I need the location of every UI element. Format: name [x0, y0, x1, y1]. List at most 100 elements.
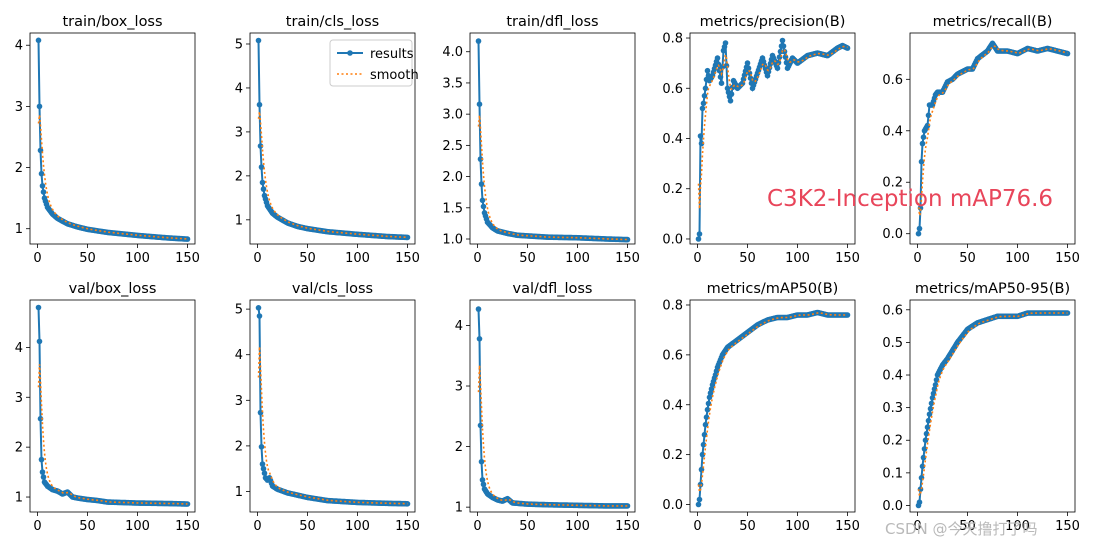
- subplot-title: train/dfl_loss: [506, 14, 598, 30]
- x-tick-label: 50: [959, 519, 976, 534]
- x-tick-label: 50: [299, 519, 316, 534]
- results-point: [704, 406, 711, 413]
- y-tick-label: 0.6: [882, 303, 903, 318]
- results-point: [476, 336, 483, 342]
- results-point: [696, 231, 703, 237]
- results-point: [925, 112, 932, 119]
- results-line: [697, 311, 848, 505]
- results-point: [37, 415, 44, 422]
- results-point: [926, 411, 933, 418]
- x-tick-label: 150: [615, 251, 640, 266]
- results-point: [923, 430, 930, 437]
- axes-frame: [29, 32, 196, 245]
- axes-frame: [909, 32, 1076, 245]
- results-point: [717, 74, 724, 80]
- results-point: [699, 105, 706, 112]
- x-tick-label: 150: [1055, 519, 1080, 534]
- results-point: [705, 400, 712, 407]
- y-tick-label: 0.0: [882, 227, 903, 242]
- results-point: [479, 197, 486, 204]
- results-point: [624, 236, 631, 243]
- axes-frame: [29, 299, 196, 513]
- y-tick-label: 0.0: [662, 232, 683, 247]
- x-tick-label: 0: [253, 519, 261, 534]
- results-point: [780, 43, 787, 49]
- x-tick-label: 150: [175, 519, 200, 534]
- x-tick-label: 150: [835, 519, 860, 534]
- subplot-6: val/box_loss 0 50 100 150 1 2 3 4: [15, 281, 200, 534]
- x-tick-label: 100: [125, 519, 150, 534]
- x-tick-label: 50: [79, 519, 96, 534]
- y-tick-label: 0.8: [662, 298, 683, 313]
- results-point: [701, 93, 708, 99]
- results-point: [477, 422, 484, 429]
- results-point: [921, 446, 928, 452]
- y-tick-label: 2: [15, 161, 23, 176]
- results-line: [477, 309, 628, 507]
- results-point: [259, 179, 266, 186]
- y-tick-label: 0.1: [882, 466, 903, 481]
- results-point: [714, 55, 721, 61]
- x-tick-label: 50: [519, 519, 536, 534]
- x-tick-label: 100: [345, 251, 370, 266]
- results-point: [915, 230, 922, 237]
- y-tick-label: 4.0: [442, 45, 463, 60]
- x-tick-label: 100: [345, 519, 370, 534]
- results-point: [919, 463, 926, 470]
- subplot-8: val/dfl_loss 0 50 100 150 1 2 3 4: [455, 281, 640, 534]
- y-tick-label: 4: [15, 341, 23, 356]
- y-tick-label: 0.4: [662, 398, 683, 413]
- y-tick-label: 2: [235, 439, 243, 454]
- results-point: [478, 181, 485, 187]
- legend-results-marker: [347, 50, 353, 56]
- smooth-line: [917, 45, 1068, 217]
- results-point: [919, 140, 926, 147]
- y-tick-label: 1: [235, 213, 243, 228]
- y-tick-label: 0.2: [662, 182, 683, 197]
- y-tick-label: 0.0: [882, 499, 903, 514]
- results-point: [745, 65, 752, 71]
- results-point: [723, 62, 730, 69]
- x-tick-label: 100: [565, 519, 590, 534]
- results-point: [36, 338, 43, 345]
- y-tick-label: 0.4: [882, 369, 903, 384]
- smooth-line: [37, 114, 188, 240]
- model-annotation: C3K2-Inception mAP76.6: [767, 186, 1054, 212]
- x-tick-label: 100: [125, 251, 150, 266]
- x-tick-label: 50: [739, 519, 756, 534]
- results-point: [695, 236, 702, 242]
- y-tick-label: 2.5: [442, 139, 463, 154]
- y-tick-label: 4: [235, 348, 243, 363]
- results-point: [260, 465, 267, 472]
- results-point: [624, 503, 631, 509]
- results-point: [916, 225, 923, 232]
- subplot-title: metrics/mAP50(B): [707, 281, 839, 297]
- y-tick-label: 1: [235, 485, 243, 500]
- results-point: [255, 37, 262, 44]
- results-point: [700, 441, 707, 448]
- results-point: [779, 37, 786, 44]
- results-point: [480, 481, 487, 488]
- x-tick-label: 50: [299, 251, 316, 266]
- results-point: [917, 205, 924, 211]
- axes-frame: [469, 32, 636, 245]
- y-tick-label: 1.5: [442, 201, 463, 216]
- y-tick-label: 0.2: [662, 448, 683, 463]
- smooth-line: [917, 312, 1068, 499]
- results-line: [37, 307, 188, 505]
- results-point: [36, 103, 43, 110]
- results-point: [476, 101, 483, 107]
- y-tick-label: 2: [455, 440, 463, 455]
- y-tick-label: 4: [15, 39, 23, 54]
- results-point: [844, 45, 851, 51]
- x-tick-label: 150: [175, 251, 200, 266]
- y-tick-label: 3.5: [442, 76, 463, 91]
- smooth-line: [477, 115, 628, 241]
- y-tick-label: 0.2: [882, 176, 903, 191]
- subplot-9: metrics/mAP50(B) 0 50 100 150 0.0 0.2 0.4 0.6 0.8: [662, 281, 860, 534]
- results-point: [933, 377, 940, 383]
- results-point: [35, 37, 42, 44]
- subplot-title: metrics/precision(B): [700, 14, 846, 30]
- results-point: [259, 461, 266, 467]
- results-point: [918, 158, 925, 165]
